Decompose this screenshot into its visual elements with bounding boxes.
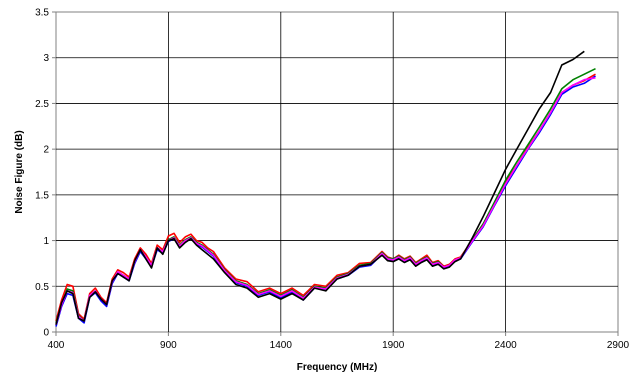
gridlines [56,12,618,332]
y-tick-label: 3 [43,53,49,64]
y-tick-label: 0.5 [35,282,49,293]
plot-area [55,11,619,333]
x-tick-label: 900 [160,340,177,351]
y-tick-label: 3.5 [35,8,49,19]
x-tick-label: 400 [48,340,65,351]
y-tick-label: 2 [43,145,49,156]
y-tick-label: 1.5 [35,190,49,201]
y-axis-title: Noise Figure (dB) [14,130,25,213]
x-tick-label: 2400 [494,340,517,351]
series-group [55,50,596,327]
x-axis-title: Frequency (MHz) [297,362,378,373]
y-tick-label: 0 [43,328,49,339]
series-line-5 [55,50,585,325]
y-tick-label: 2.5 [35,99,49,110]
x-tick-label: 1900 [382,340,405,351]
x-tick-label: 1400 [270,340,293,351]
x-axis-ticks: 400 900 1400 1900 2400 2900 [48,332,630,351]
x-tick-label: 2900 [607,340,630,351]
y-tick-label: 1 [43,236,49,247]
y-axis-ticks: 0 0.5 1 1.5 2 2.5 3 3.5 [35,8,56,339]
